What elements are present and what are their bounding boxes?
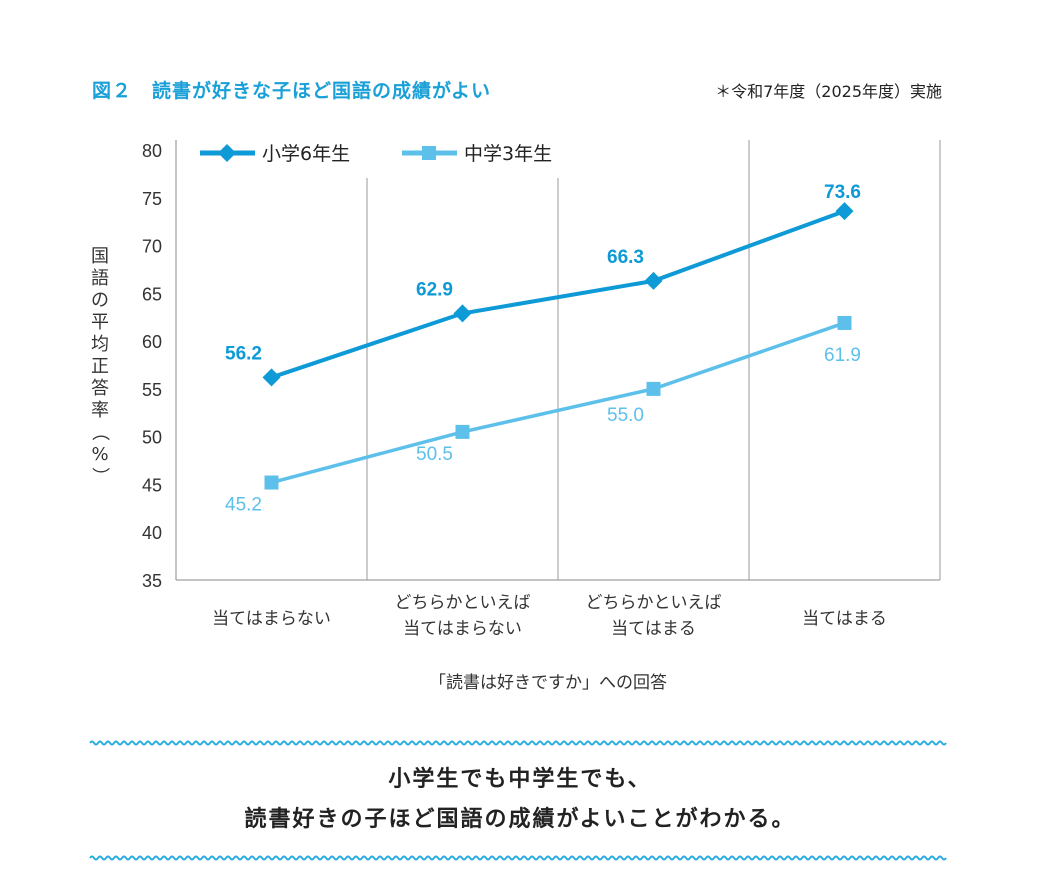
data-point-square (646, 381, 661, 396)
x-tick-label: どちらかといえば (395, 593, 531, 613)
y-tick-label: 65 (142, 284, 162, 304)
x-axis-label: 「読書は好きですか」への回答 (429, 673, 667, 693)
y-tick-label: 45 (142, 475, 162, 495)
y-axis-label-char: 答 (91, 378, 109, 399)
data-label: 45.2 (225, 495, 262, 516)
legend-marker-diamond (218, 144, 236, 162)
series-line-2 (271, 321, 846, 485)
summary-line-2: 読書好きの子ほど国語の成績がよいことがわかる。 (244, 807, 796, 832)
x-tick-label: 当てはまる (611, 619, 696, 639)
summary-text: 小学生でも中学生でも、 読書好きの子ほど国語の成績がよいことがわかる。 (0, 760, 1040, 840)
data-label: 55.0 (607, 405, 644, 426)
data-label: 62.9 (416, 279, 453, 300)
y-axis-label-char: 国 (91, 246, 109, 267)
y-axis-label-char: 率 (91, 400, 109, 421)
survey-note: ＊令和7年度（2025年度）実施 (715, 82, 942, 101)
data-point-diamond (262, 368, 281, 387)
data-label: 66.3 (607, 247, 644, 268)
y-tick-label: 35 (142, 571, 162, 591)
y-tick-label: 75 (142, 189, 162, 209)
y-axis-label-char: 均 (91, 334, 109, 355)
y-axis-label-char: 正 (91, 356, 109, 377)
y-axis-label-char: ） (89, 467, 110, 485)
y-tick-label: 40 (142, 523, 162, 543)
y-axis-label-char: （ (89, 423, 110, 441)
data-point-square (455, 424, 470, 439)
series-line-1 (270, 209, 846, 380)
y-axis-label-char: 平 (91, 312, 109, 333)
data-label: 73.6 (824, 182, 861, 203)
wavy-divider-top (89, 740, 947, 746)
chart-title: 図２ 読書が好きな子ほど国語の成績がよい (92, 80, 492, 102)
data-point-diamond (644, 271, 663, 290)
data-label: 56.2 (225, 343, 262, 364)
y-tick-label: 50 (142, 428, 162, 448)
summary-line-1: 小学生でも中学生でも、 (388, 767, 652, 792)
x-tick-label: 当てはまる (802, 609, 887, 629)
data-point-square (837, 315, 852, 330)
data-point-diamond (835, 202, 854, 221)
y-tick-label: 70 (142, 237, 162, 257)
x-tick-label: 当てはまらない (212, 609, 331, 629)
y-axis-label-char: 語 (91, 268, 109, 289)
x-tick-label: どちらかといえば (586, 593, 722, 613)
y-tick-label: 80 (142, 141, 162, 161)
wavy-divider-bottom (89, 855, 947, 861)
data-point-diamond (453, 304, 472, 323)
data-label: 50.5 (416, 444, 453, 465)
x-tick-label: 当てはまらない (403, 619, 522, 639)
y-tick-label: 55 (142, 380, 162, 400)
y-axis-label-char: の (91, 290, 109, 311)
data-point-square (264, 475, 279, 490)
data-label: 61.9 (824, 345, 861, 366)
legend-label: 小学6年生 (262, 143, 350, 165)
y-axis-label-char: % (91, 444, 108, 465)
legend-label: 中学3年生 (464, 143, 552, 165)
legend-marker-square (422, 146, 436, 160)
y-tick-label: 60 (142, 332, 162, 352)
